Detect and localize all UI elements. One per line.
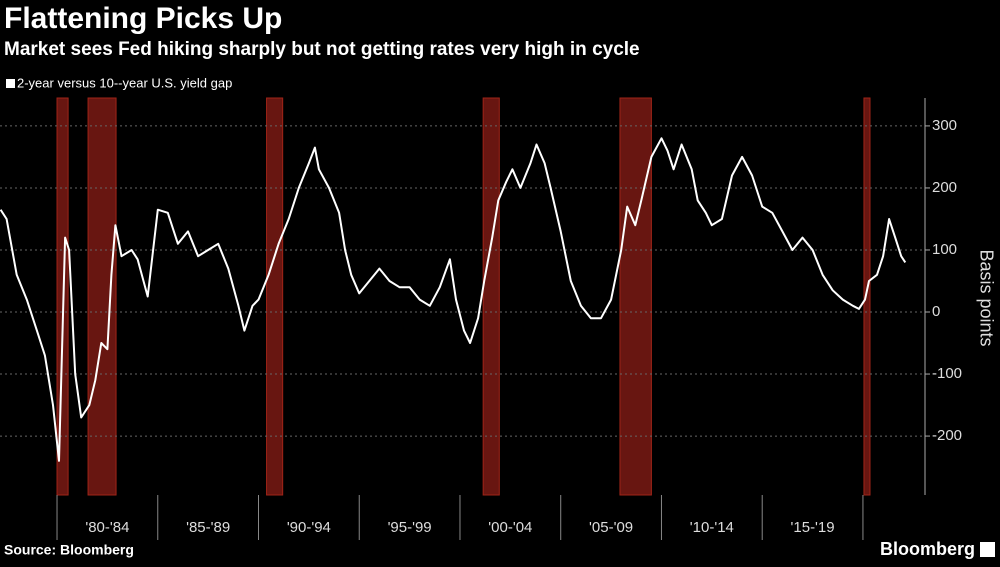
- y-tick-label: 0: [932, 303, 940, 320]
- shaded-period: [266, 97, 284, 496]
- shaded-period: [482, 97, 500, 496]
- x-tick-label: '85-'89: [186, 519, 230, 536]
- legend-label: 2-year versus 10--year U.S. yield gap: [17, 75, 232, 90]
- y-tick-label: -100: [932, 365, 962, 382]
- source: Source: Bloomberg: [4, 542, 134, 558]
- chart-title: Flattening Picks Up: [4, 2, 282, 35]
- x-tick-label: '00-'04: [488, 519, 532, 536]
- x-tick-label: '80-'84: [85, 519, 129, 536]
- y-tick-label: 100: [932, 241, 957, 258]
- x-tick-label: '05-'09: [589, 519, 633, 536]
- brand-icon: [980, 542, 995, 557]
- series-line: [0, 137, 907, 462]
- x-tick-label: '10-'14: [690, 519, 734, 536]
- shaded-period: [619, 97, 652, 496]
- brand: Bloomberg: [880, 539, 975, 559]
- chart-subtitle: Market sees Fed hiking sharply but not g…: [4, 39, 640, 60]
- y-axis-label: Basis points: [976, 249, 996, 346]
- shaded-period: [863, 97, 871, 496]
- y-tick-label: 300: [932, 117, 957, 134]
- y-tick-label: 200: [932, 179, 957, 196]
- legend-swatch: [6, 79, 15, 88]
- y-tick-label: -200: [932, 427, 962, 444]
- x-tick-label: '90-'94: [287, 519, 331, 536]
- x-tick-label: '15-'19: [791, 519, 835, 536]
- x-tick-label: '95-'99: [388, 519, 432, 536]
- shaded-period: [87, 97, 117, 496]
